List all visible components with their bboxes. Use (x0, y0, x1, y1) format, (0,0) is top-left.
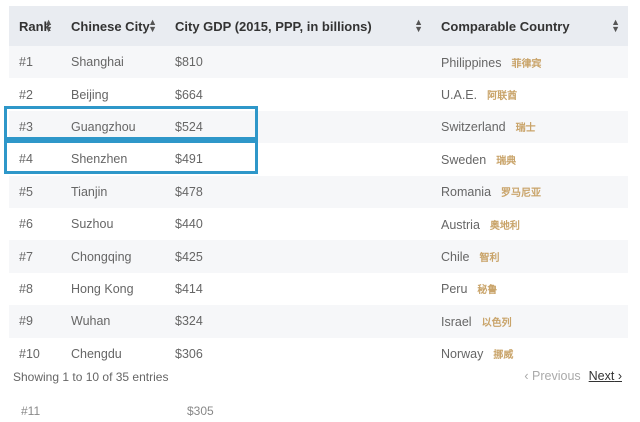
country-name-chinese: 菲律宾 (511, 58, 542, 70)
city-cell: Shanghai (71, 55, 124, 70)
gdp-cell: $664 (175, 87, 203, 102)
gdp-cell: $440 (175, 217, 203, 232)
country-name-chinese: 罗马尼亚 (501, 188, 542, 200)
country-name-chinese: 奥地利 (489, 220, 520, 232)
previous-page-label: Previous (532, 369, 581, 383)
column-header-gdp[interactable]: City GDP (2015, PPP, in billions) ▲ ▼ (165, 6, 431, 46)
table-row: #10 Chengdu $306 Norway 挪威 (9, 337, 628, 370)
sort-icon[interactable]: ▲ ▼ (611, 17, 620, 34)
rank-cell: #4 (19, 152, 33, 167)
table-row: #2 Beijing $664 U.A.E. 阿联酋 (9, 78, 628, 111)
gdp-cell: $478 (175, 184, 203, 199)
country-name: Chile (441, 250, 470, 265)
table-row: #5 Tianjin $478 Romania 罗马尼亚 (9, 175, 628, 208)
country-name-chinese: 挪威 (493, 350, 514, 362)
country-name-chinese: 瑞典 (496, 155, 517, 167)
country-cell: Romania 罗马尼亚 (431, 176, 628, 208)
rank-cell: #8 (19, 281, 33, 296)
sort-icon[interactable]: ▲ ▼ (44, 17, 53, 34)
column-header-country-label: Comparable Country (441, 18, 570, 34)
sort-icon[interactable]: ▲ ▼ (414, 17, 423, 34)
country-cell: Switzerland 瑞士 (431, 111, 628, 143)
table-row: #8 Hong Kong $414 Peru 秘鲁 (9, 272, 628, 306)
country-name: Austria (441, 217, 480, 232)
highlight-box-shenzhen (4, 140, 258, 174)
rank-cell: #3 (19, 119, 33, 134)
table-info-text: Showing 1 to 10 of 35 entries (13, 370, 169, 384)
table-row: #4 Shenzhen $491 Sweden 瑞典 (9, 143, 628, 176)
rank-cell: #11 (21, 404, 41, 418)
country-name-chinese: 以色列 (481, 317, 512, 329)
next-page-button[interactable]: Next › (588, 369, 622, 383)
highlight-box-guangzhou (4, 106, 258, 140)
column-header-city-label: Chinese City (71, 18, 150, 34)
country-name: U.A.E. (441, 88, 478, 103)
rank-cell: #2 (19, 87, 33, 102)
country-name: Israel (441, 314, 472, 329)
gdp-cell: $810 (175, 55, 203, 70)
city-gdp-table-container: Rank ▲ ▼ Chinese City ▲ ▼ City GDP (2015, … (9, 6, 628, 370)
city-cell: Wuhan (71, 314, 111, 329)
gdp-cell: $305 (187, 404, 214, 418)
rank-cell: #1 (19, 55, 33, 70)
city-cell: Tianjin (71, 184, 108, 199)
sort-icon[interactable]: ▲ ▼ (148, 17, 157, 34)
column-header-country[interactable]: Comparable Country ▲ ▼ (431, 6, 628, 46)
gdp-cell: $306 (175, 346, 203, 361)
table-row: #6 Suzhou $440 Austria 奥地利 (9, 207, 628, 241)
pagination: ‹ Previous Next › (524, 369, 622, 383)
country-name: Switzerland (441, 120, 506, 135)
rank-cell: #9 (19, 314, 33, 329)
city-cell: Hong Kong (71, 281, 134, 296)
country-name: Peru (441, 282, 468, 297)
country-name: Sweden (441, 152, 487, 167)
country-name: Norway (441, 347, 484, 362)
country-name-chinese: 阿联酋 (487, 91, 518, 103)
city-cell: Chengdu (71, 346, 122, 361)
country-cell: Philippines 菲律宾 (431, 46, 628, 78)
table-row: #7 Chongqing $425 Chile 智利 (9, 240, 628, 273)
previous-page-button[interactable]: ‹ Previous (524, 369, 581, 383)
column-header-rank-label: Rank (19, 18, 51, 34)
country-cell: Israel 以色列 (431, 305, 628, 337)
country-name: Romania (441, 185, 492, 200)
country-name-chinese: 瑞士 (515, 123, 536, 135)
table-row-partial: #11 $305 (9, 402, 628, 422)
gdp-cell: $425 (175, 249, 203, 264)
table-row: #9 Wuhan $324 Israel 以色列 (9, 305, 628, 338)
rank-cell: #6 (19, 217, 33, 232)
gdp-cell: $414 (175, 281, 203, 296)
city-cell: Guangzhou (71, 119, 136, 134)
country-cell: Peru 秘鲁 (431, 273, 628, 305)
city-cell: Suzhou (71, 217, 114, 232)
country-cell: Sweden 瑞典 (431, 143, 628, 175)
column-header-city[interactable]: Chinese City ▲ ▼ (61, 6, 165, 46)
country-name: Philippines (441, 55, 502, 70)
country-cell: U.A.E. 阿联酋 (431, 78, 628, 110)
country-cell: Norway 挪威 (431, 338, 628, 370)
rank-cell: #10 (19, 346, 40, 361)
city-gdp-table: Rank ▲ ▼ Chinese City ▲ ▼ City GDP (2015, … (9, 6, 628, 370)
city-cell: Shenzhen (71, 152, 128, 167)
rank-cell: #7 (19, 249, 33, 264)
gdp-cell: $324 (175, 314, 203, 329)
table-row: #1 Shanghai $810 Philippines 菲律宾 (9, 46, 628, 79)
table-header-row: Rank ▲ ▼ Chinese City ▲ ▼ City GDP (2015, … (9, 6, 628, 46)
next-page-label: Next (588, 369, 615, 383)
column-header-gdp-label: City GDP (2015, PPP, in billions) (175, 18, 372, 34)
country-name-chinese: 智利 (479, 253, 500, 265)
gdp-cell: $491 (175, 152, 203, 167)
country-name-chinese: 秘鲁 (477, 285, 498, 297)
city-cell: Chongqing (71, 249, 132, 264)
city-cell: Beijing (71, 87, 109, 102)
column-header-rank[interactable]: Rank ▲ ▼ (9, 6, 61, 46)
country-cell: Austria 奥地利 (431, 208, 628, 240)
rank-cell: #5 (19, 184, 33, 199)
gdp-cell: $524 (175, 119, 203, 134)
country-cell: Chile 智利 (431, 240, 628, 272)
